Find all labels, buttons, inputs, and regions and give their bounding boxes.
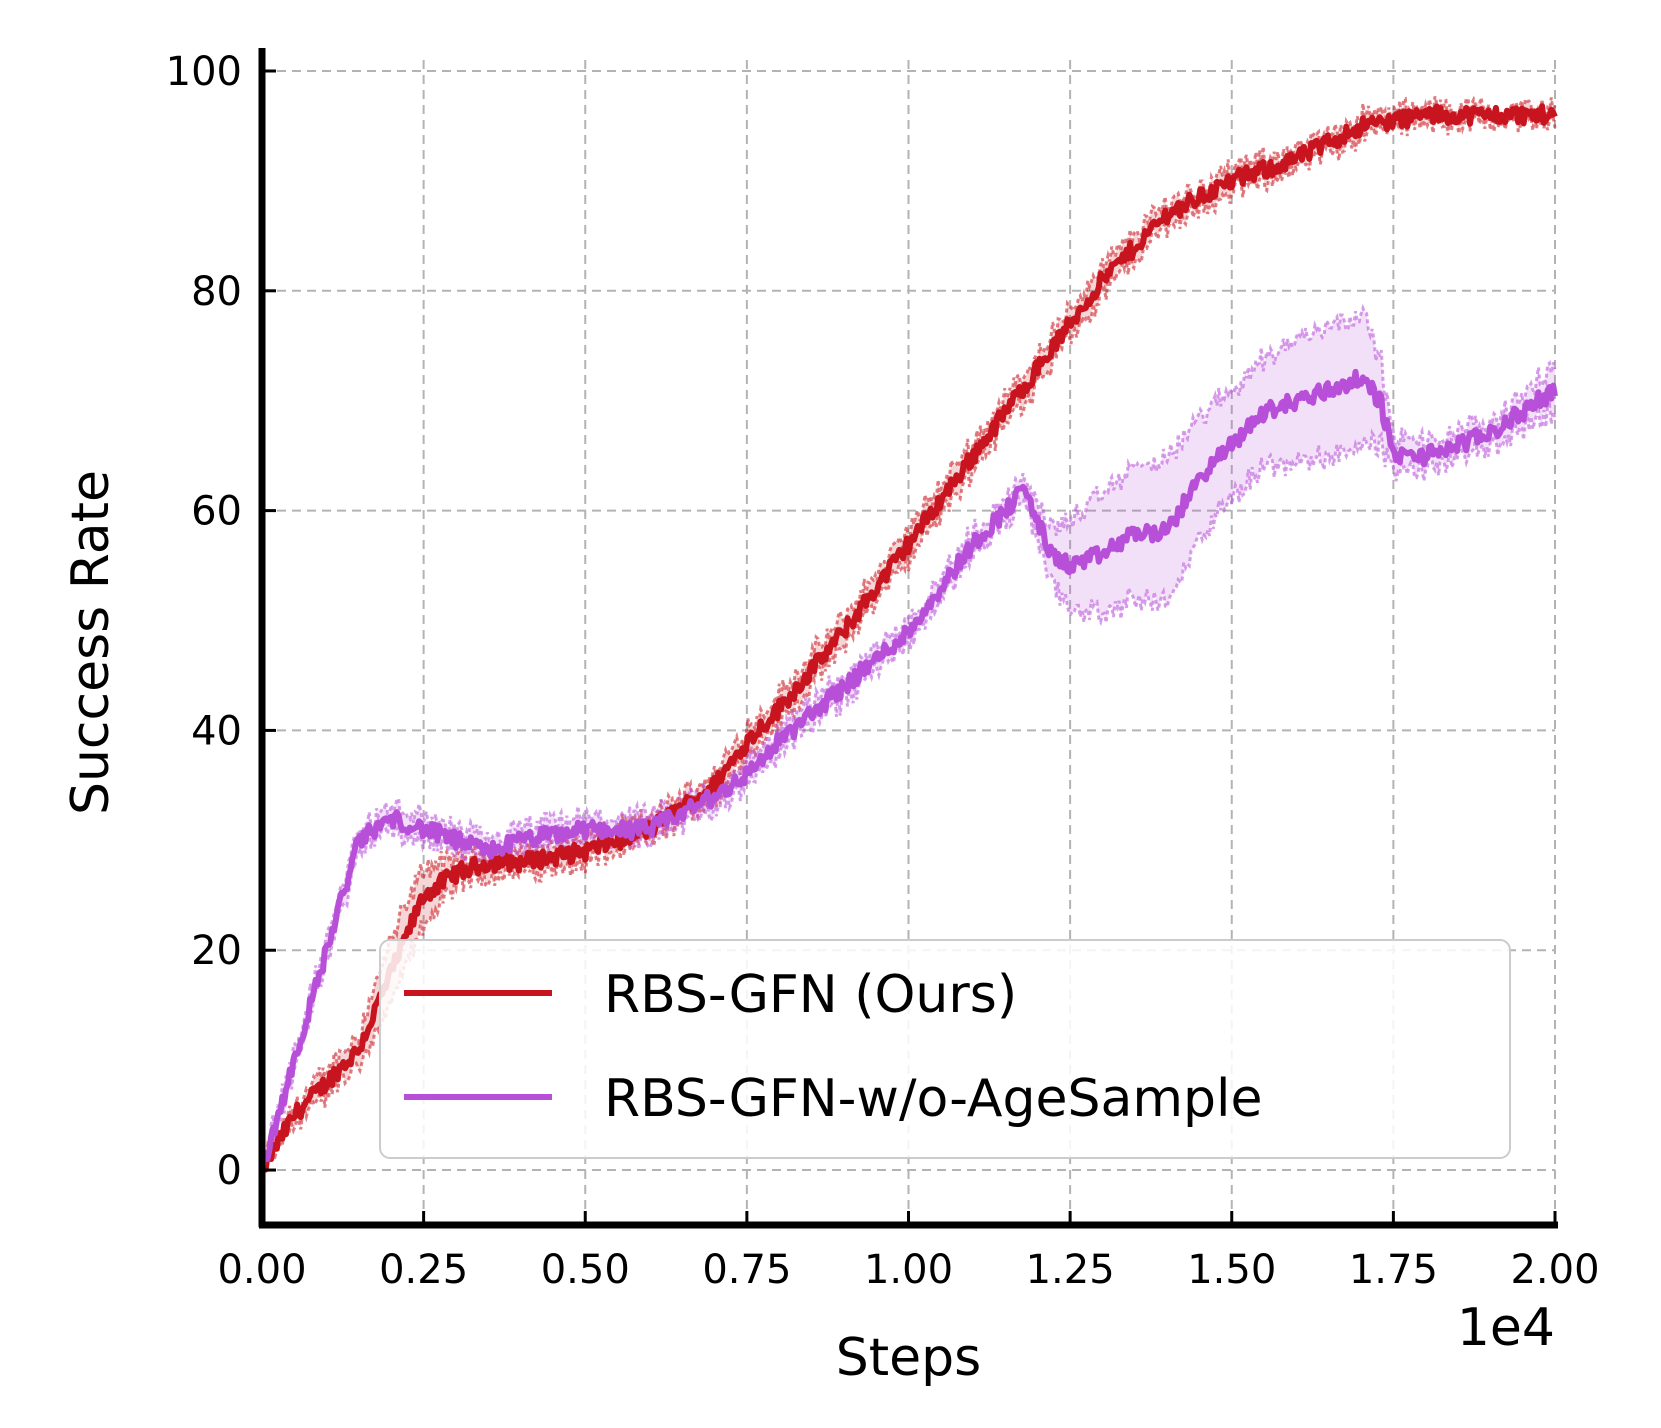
x-tick-label: 0.50: [541, 1247, 630, 1293]
series-line-1: [259, 368, 1558, 1170]
series-line-0: [259, 103, 1558, 1173]
x-tick-label: 2.00: [1510, 1247, 1599, 1293]
y-tick-label: 0: [217, 1148, 242, 1194]
legend-label-rbs-gfn-wo-agesample: RBS-GFN-w/o-AgeSample: [604, 1069, 1262, 1129]
y-ticks: 0 20 40 60 80 100: [166, 49, 276, 1194]
legend-box: [379, 939, 1511, 1159]
x-tick-label: 0.75: [702, 1247, 791, 1293]
x-tick-label: 1.75: [1349, 1247, 1438, 1293]
legend-label-rbs-gfn: RBS-GFN (Ours): [604, 965, 1017, 1025]
legend: RBS-GFN (Ours) RBS-GFN-w/o-AgeSample: [379, 939, 1511, 1159]
y-axis-label: Success Rate: [61, 470, 121, 815]
y-tick-label: 60: [191, 489, 242, 535]
x-tick-label: 1.50: [1187, 1247, 1276, 1293]
x-ticks: 0.00 0.25 0.50 0.75 1.00 1.25 1.50 1.75 2.00: [217, 1211, 1600, 1293]
series-band-upper-1: [260, 303, 1557, 1161]
series-band-lower-0: [260, 107, 1557, 1171]
x-tick-label: 1.25: [1026, 1247, 1115, 1293]
y-tick-label: 80: [191, 269, 242, 315]
x-tick-label: 0.00: [217, 1247, 306, 1293]
x-tick-label: 1.00: [864, 1247, 953, 1293]
y-tick-label: 100: [166, 49, 242, 95]
x-axis-label: Steps: [836, 1328, 982, 1388]
x-tick-label: 0.25: [379, 1247, 468, 1293]
x-axis-offset-text: 1e4: [1457, 1298, 1555, 1358]
series-lines: [259, 103, 1558, 1173]
y-tick-label: 40: [191, 708, 242, 754]
y-tick-label: 20: [191, 928, 242, 974]
